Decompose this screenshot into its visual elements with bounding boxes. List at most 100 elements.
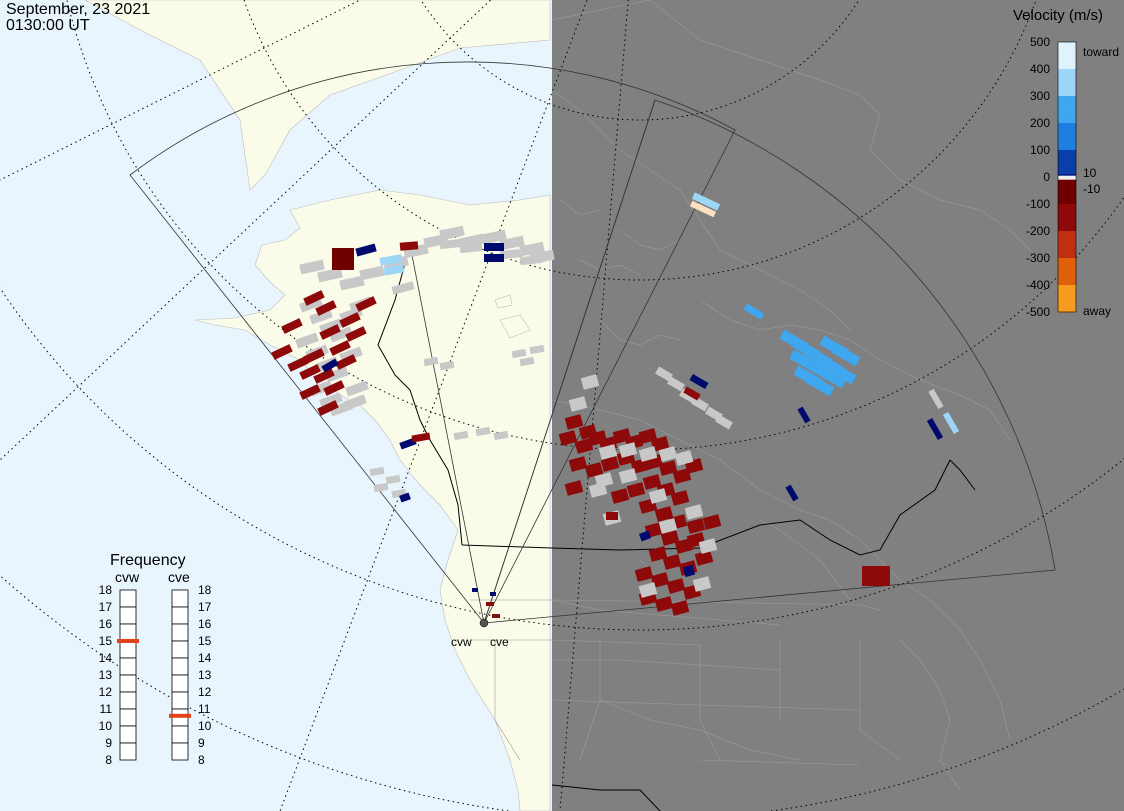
- velocity-tick-labels: 500 400 300 200 100 0 -100 -200 -300 -400 -500: [1026, 35, 1050, 319]
- colorbar-segment: [1058, 71, 1076, 74]
- scatter-cell: [299, 259, 325, 275]
- colorbar-segment: [1058, 168, 1076, 171]
- scatter-cell: [797, 406, 811, 424]
- frequency-ladder-cell: [171, 657, 189, 676]
- colorbar-segment: [1058, 154, 1076, 156]
- scatter-cell: [519, 254, 543, 266]
- frequency-tick-left: 17: [99, 600, 113, 614]
- velocity-title: Velocity (m/s): [1013, 7, 1103, 24]
- colorbar-segment: [1058, 135, 1076, 137]
- colorbar-segment: [1058, 87, 1076, 90]
- colorbar-segment: [1058, 54, 1076, 56]
- colorbar-segment: [1058, 259, 1076, 262]
- scatter-cell: [295, 332, 319, 349]
- frequency-ladder-cell: [119, 606, 137, 625]
- frequency-tick-right: 16: [198, 617, 212, 631]
- scatter-cell: [568, 396, 588, 412]
- colorbar-segment: [1058, 124, 1076, 127]
- scatter-cell: [880, 566, 890, 586]
- frequency-tick-left: 13: [99, 668, 113, 682]
- colorbar-segment: [1058, 141, 1076, 144]
- colorbar-segment: [1058, 56, 1076, 59]
- colorbar-segment: [1058, 295, 1076, 298]
- velocity-tick-label: 0: [1043, 170, 1050, 184]
- scatter-cell: [694, 550, 714, 566]
- scatter-cell: [287, 356, 309, 372]
- scatter-cell: [339, 312, 361, 328]
- colorbar-segment: [1058, 98, 1076, 101]
- frequency-panel: Frequency cvw cve 18 18 17 17 16 16 15 15 14 14 13…: [99, 552, 212, 767]
- colorbar-segment: [1058, 276, 1076, 279]
- colorbar-segment: [1058, 264, 1076, 267]
- frequency-ladder-cell: [171, 691, 189, 710]
- scatter-cell: [343, 394, 367, 411]
- scatter-cell: [691, 396, 709, 412]
- colorbar-segment: [1058, 105, 1076, 108]
- colorbar-segment: [1058, 81, 1076, 83]
- colorbar-segment: [1058, 214, 1076, 217]
- colorbar-segment: [1058, 113, 1076, 116]
- colorbar-segment: [1058, 309, 1076, 312]
- colorbar-segment: [1058, 58, 1076, 61]
- scatter-cell: [805, 373, 835, 397]
- frequency-ladder-cell: [171, 640, 189, 659]
- colorbar-segment: [1058, 189, 1076, 191]
- scatter-cell: [453, 430, 469, 441]
- colorbar-segment: [1058, 209, 1076, 212]
- colorbar-segment: [1058, 201, 1076, 204]
- scatter-cell: [383, 264, 405, 276]
- colorbar-segment: [1058, 218, 1076, 221]
- frequency-ladder-cell: [119, 589, 137, 608]
- scatter-cell: [684, 504, 704, 520]
- colorbar-segment: [1058, 279, 1076, 282]
- time-label: 0130:00 UT: [6, 17, 90, 34]
- scatter-cell: [568, 456, 588, 472]
- colorbar-segment: [1058, 280, 1076, 283]
- colorbar-segment: [1058, 226, 1076, 229]
- scatter-cell: [309, 308, 333, 325]
- scatter-cell: [529, 344, 545, 355]
- scatter-cell: [662, 554, 682, 570]
- colorbar-segment: [1058, 117, 1076, 120]
- scatter-cell: [598, 444, 618, 460]
- colorbar-segment: [1058, 166, 1076, 169]
- scatter-cell: [492, 614, 500, 618]
- scatter-cell: [634, 566, 654, 582]
- frequency-tick-right: 15: [198, 634, 212, 648]
- colorbar-segment: [1058, 104, 1076, 106]
- scatter-cell: [942, 411, 960, 435]
- colorbar-segment: [1058, 306, 1076, 309]
- scatter-cell: [674, 450, 694, 466]
- colorbar-segment: [1058, 274, 1076, 277]
- date-label: September, 23 2021: [6, 1, 151, 18]
- scatter-cell: [558, 430, 578, 446]
- colorbar-segment: [1058, 108, 1076, 110]
- colorbar-segment: [1058, 233, 1076, 236]
- frequency-ladder-cell: [119, 708, 137, 727]
- colorbar-segment: [1058, 159, 1076, 162]
- frequency-tick-right: 17: [198, 600, 212, 614]
- colorbar-segment: [1058, 194, 1076, 197]
- colorbar-segment: [1058, 73, 1076, 75]
- colorbar-segment: [1058, 298, 1076, 301]
- colorbar-segment: [1058, 240, 1076, 243]
- colorbar-segment: [1058, 205, 1076, 208]
- colorbar-segment: [1058, 208, 1076, 210]
- colorbar-segment: [1058, 286, 1076, 289]
- colorbar-segment: [1058, 147, 1076, 150]
- colorbar-segment: [1058, 172, 1076, 175]
- colorbar-segment: [1058, 231, 1076, 233]
- scatter-cell: [399, 492, 411, 503]
- colorbar-segment: [1058, 164, 1076, 167]
- velocity-tick-label: -400: [1026, 278, 1050, 292]
- frequency-tick-right: 18: [198, 583, 212, 597]
- frequency-tick-right: 12: [198, 685, 212, 699]
- frequency-tick-left: 15: [99, 634, 113, 648]
- scatter-cell: [715, 414, 733, 430]
- colorbar-segment: [1058, 47, 1076, 50]
- colorbar-segment: [1058, 55, 1076, 58]
- colorbar-segment: [1058, 79, 1076, 82]
- colorbar-segment: [1058, 303, 1076, 306]
- colorbar-segment: [1058, 70, 1076, 73]
